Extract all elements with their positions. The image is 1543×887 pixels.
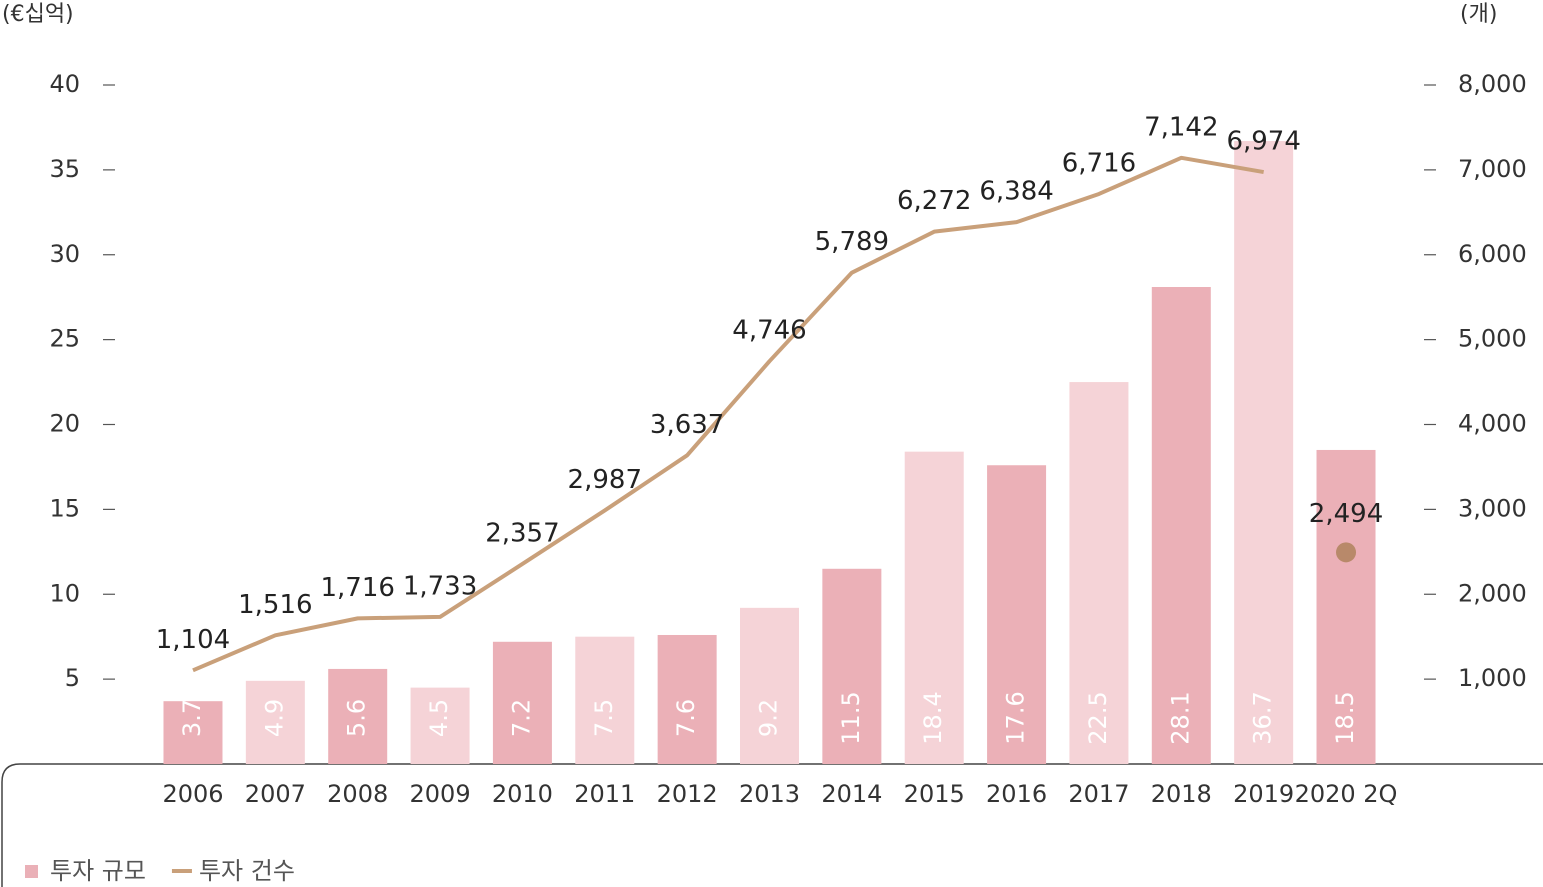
y-tick-label: 15 bbox=[49, 494, 80, 522]
y2-tick-label: 1,000 bbox=[1458, 664, 1527, 692]
bar-value-label: 7.2 bbox=[507, 699, 535, 737]
y-tick-label: 5 bbox=[65, 664, 80, 692]
line-value-label: 6,384 bbox=[979, 177, 1053, 207]
x-tick-label: 2012 bbox=[657, 780, 718, 808]
line-value-label: 6,974 bbox=[1226, 127, 1300, 157]
bar bbox=[410, 687, 470, 764]
bar bbox=[987, 465, 1047, 764]
y-tick-label: 10 bbox=[49, 579, 80, 607]
bar-value-label: 18.5 bbox=[1331, 691, 1359, 744]
bar-value-label: 3.7 bbox=[178, 699, 206, 737]
x-tick-label: 2006 bbox=[162, 780, 223, 808]
bar bbox=[904, 451, 964, 764]
legend-swatch bbox=[25, 865, 38, 878]
x-tick-label: 2013 bbox=[739, 780, 800, 808]
bar-value-label: 22.5 bbox=[1084, 691, 1112, 744]
y-tick-label: 25 bbox=[49, 325, 80, 353]
y2-tick-label: 3,000 bbox=[1458, 494, 1527, 522]
x-tick-label: 2009 bbox=[410, 780, 471, 808]
x-tick-label: 2008 bbox=[327, 780, 388, 808]
x-tick-label: 2007 bbox=[245, 780, 306, 808]
bar-value-label: 7.5 bbox=[590, 699, 618, 737]
bar bbox=[1316, 449, 1376, 764]
x-tick-label: 2019 bbox=[1233, 780, 1294, 808]
bar-value-label: 11.5 bbox=[837, 691, 865, 744]
bar-value-label: 36.7 bbox=[1249, 691, 1277, 744]
y2-tick-label: 4,000 bbox=[1458, 410, 1527, 438]
bar-value-label: 4.5 bbox=[425, 699, 453, 737]
bar bbox=[1151, 287, 1211, 764]
bar-value-label: 4.9 bbox=[260, 699, 288, 737]
bar bbox=[1069, 382, 1129, 764]
bar bbox=[822, 568, 882, 764]
point bbox=[1336, 542, 1357, 563]
bar bbox=[740, 607, 799, 764]
line-value-label: 1,733 bbox=[403, 571, 477, 601]
y2-tick-label: 8,000 bbox=[1458, 70, 1527, 98]
line-value-label: 3,637 bbox=[650, 410, 724, 440]
bar bbox=[575, 636, 635, 764]
y-tick-label: 30 bbox=[49, 240, 80, 268]
line-value-label: 1,716 bbox=[320, 573, 394, 603]
bar-value-label: 17.6 bbox=[1002, 691, 1030, 744]
legend-label: 투자 건수 bbox=[199, 857, 295, 885]
x-tick-label: 2018 bbox=[1151, 780, 1212, 808]
y2-tick-label: 5,000 bbox=[1458, 325, 1527, 353]
y-axis-unit: (€십억) bbox=[2, 2, 74, 27]
y2-axis-unit: (개) bbox=[1460, 2, 1497, 27]
bar-value-label: 7.6 bbox=[672, 699, 700, 737]
x-tick-label: 2016 bbox=[986, 780, 1047, 808]
y-tick-label: 20 bbox=[49, 410, 80, 438]
x-tick-label: 2014 bbox=[821, 780, 882, 808]
line-value-label: 2,494 bbox=[1309, 499, 1383, 529]
bar bbox=[492, 641, 552, 764]
bar bbox=[1234, 141, 1294, 764]
bar-value-label: 28.1 bbox=[1166, 691, 1194, 744]
line-value-label: 1,104 bbox=[156, 625, 230, 655]
bar bbox=[163, 701, 223, 764]
x-tick-label: 2010 bbox=[492, 780, 553, 808]
bar-value-label: 18.4 bbox=[919, 691, 947, 744]
bar bbox=[328, 668, 388, 764]
y2-tick-label: 2,000 bbox=[1458, 579, 1527, 607]
line-value-label: 6,272 bbox=[897, 186, 971, 216]
line-value-label: 4,746 bbox=[732, 316, 806, 346]
bar bbox=[657, 634, 717, 764]
line-value-label: 7,142 bbox=[1144, 112, 1218, 142]
bar-value-label: 9.2 bbox=[755, 699, 783, 737]
x-tick-label: 2011 bbox=[574, 780, 635, 808]
legend-label: 투자 규모 bbox=[50, 857, 146, 885]
line bbox=[192, 155, 1265, 673]
bar bbox=[245, 680, 305, 764]
x-tick-label: 2015 bbox=[904, 780, 965, 808]
line-value-label: 5,789 bbox=[815, 227, 889, 257]
y-tick-label: 40 bbox=[49, 70, 80, 98]
line-value-label: 2,357 bbox=[485, 518, 559, 548]
bar-value-label: 5.6 bbox=[343, 699, 371, 737]
x-tick-label: 2017 bbox=[1068, 780, 1129, 808]
line-value-label: 2,987 bbox=[568, 465, 642, 495]
y-tick-label: 35 bbox=[49, 155, 80, 183]
line-value-label: 6,716 bbox=[1062, 148, 1136, 178]
y2-tick-label: 6,000 bbox=[1458, 240, 1527, 268]
y2-tick-label: 7,000 bbox=[1458, 155, 1527, 183]
line-value-label: 1,516 bbox=[238, 590, 312, 620]
x-tick-label: 2020 2Q bbox=[1295, 780, 1398, 808]
frame bbox=[1, 763, 1543, 887]
